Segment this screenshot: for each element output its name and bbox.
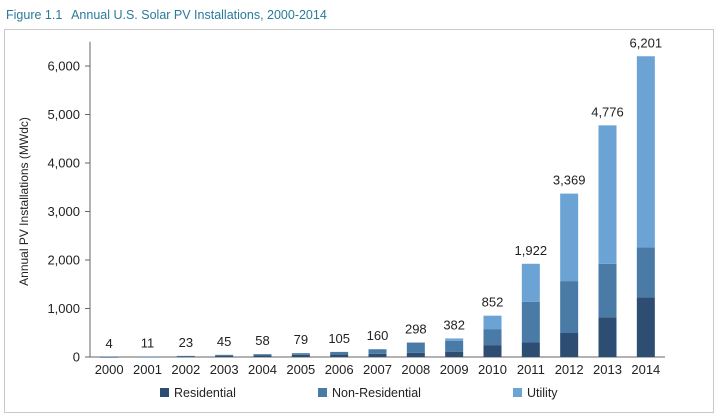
x-tick-label-2010: 2010: [478, 362, 507, 377]
bar-residential-2011: [521, 342, 540, 357]
bar-residential-2007: [368, 353, 387, 357]
total-label-2010: 852: [482, 295, 504, 310]
bar-non-residential-2005: [291, 353, 310, 355]
total-label-2013: 4,776: [591, 104, 624, 119]
figure-title-text: Annual U.S. Solar PV Installations, 2000…: [71, 8, 327, 22]
total-label-2005: 79: [294, 332, 308, 347]
bar-residential-2003: [215, 355, 234, 357]
total-label-2011: 1,922: [515, 243, 548, 258]
bar-utility-2010: [483, 315, 502, 330]
bar-non-residential-2012: [560, 281, 579, 333]
total-label-2009: 382: [443, 317, 465, 332]
bar-non-residential-2003: [215, 354, 234, 356]
total-label-2003: 45: [217, 334, 231, 349]
bar-non-residential-2011: [521, 301, 540, 343]
x-tick-label-2008: 2008: [401, 362, 430, 377]
bar-non-residential-2008: [406, 342, 425, 353]
x-tick-label-2012: 2012: [555, 362, 584, 377]
legend-label-residential: Residential: [174, 386, 236, 400]
bar-non-residential-2002: [176, 355, 195, 357]
bar-residential-2013: [598, 317, 617, 357]
bar-residential-2012: [560, 332, 579, 357]
x-tick-label-2000: 2000: [95, 362, 124, 377]
legend-label-non-residential: Non-Residential: [332, 386, 421, 400]
x-tick-label-2001: 2001: [133, 362, 162, 377]
figure-number: Figure 1.1: [6, 8, 63, 22]
y-tick-label: 2,000: [47, 253, 80, 268]
bar-residential-2004: [253, 355, 272, 357]
bar-non-residential-2004: [253, 354, 272, 356]
bar-non-residential-2013: [598, 263, 617, 318]
bar-utility-2009: [445, 338, 464, 341]
legend-label-utility: Utility: [527, 386, 558, 400]
bar-utility-2011: [521, 263, 540, 302]
total-label-2014: 6,201: [630, 35, 663, 50]
x-tick-label-2011: 2011: [517, 362, 545, 377]
bar-residential-2005: [291, 354, 310, 357]
bar-non-residential-2009: [445, 340, 464, 352]
y-tick-label: 3,000: [47, 204, 80, 219]
total-label-2002: 23: [179, 335, 193, 350]
x-tick-label-2014: 2014: [631, 362, 660, 377]
bar-residential-2014: [636, 297, 655, 357]
total-label-2006: 105: [328, 331, 350, 346]
figure-title: Figure 1.1 Annual U.S. Solar PV Installa…: [6, 8, 327, 22]
bar-non-residential-2014: [636, 247, 655, 298]
total-label-2008: 298: [405, 322, 427, 337]
bar-non-residential-2001: [138, 356, 157, 358]
bar-utility-2012: [560, 193, 579, 282]
bar-residential-2009: [445, 351, 464, 357]
x-tick-label-2013: 2013: [593, 362, 622, 377]
bar-utility-2014: [636, 56, 655, 248]
chart-frame: [4, 29, 714, 413]
legend-swatch-residential: [160, 388, 169, 397]
bar-non-residential-2006: [330, 351, 349, 355]
bar-non-residential-2007: [368, 349, 387, 354]
x-tick-label-2007: 2007: [363, 362, 392, 377]
bar-residential-2006: [330, 354, 349, 357]
bar-residential-2008: [406, 352, 425, 357]
y-axis-label: Annual PV Installations (MWdc): [17, 117, 31, 286]
legend-swatch-non-residential: [318, 388, 327, 397]
bar-utility-2013: [598, 125, 617, 264]
x-tick-label-2004: 2004: [248, 362, 277, 377]
y-tick-label: 1,000: [47, 301, 80, 316]
total-label-2007: 160: [367, 328, 389, 343]
y-tick-label: 5,000: [47, 107, 80, 122]
y-tick-label: 6,000: [47, 59, 80, 74]
legend-swatch-utility: [513, 388, 522, 397]
y-tick-label: 4,000: [47, 156, 80, 171]
bar-non-residential-2000: [100, 356, 119, 358]
total-label-2000: 4: [106, 336, 113, 351]
total-label-2004: 58: [255, 333, 269, 348]
total-label-2012: 3,369: [553, 173, 586, 188]
y-tick-label: 0: [73, 350, 80, 365]
bar-non-residential-2010: [483, 329, 502, 346]
x-tick-label-2009: 2009: [440, 362, 469, 377]
x-tick-label-2002: 2002: [171, 362, 200, 377]
bar-residential-2010: [483, 345, 502, 357]
x-tick-label-2005: 2005: [286, 362, 315, 377]
x-tick-label-2006: 2006: [325, 362, 354, 377]
x-tick-label-2003: 2003: [210, 362, 239, 377]
total-label-2001: 11: [141, 335, 155, 350]
